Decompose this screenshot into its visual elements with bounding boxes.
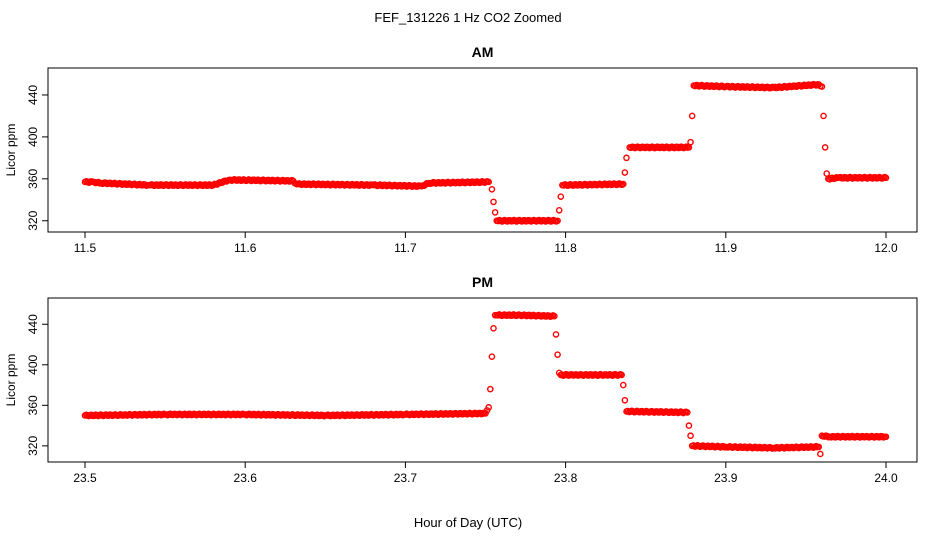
x-tick-label: 11.8: [554, 241, 577, 255]
data-point: [618, 371, 625, 379]
data-point: [554, 217, 561, 225]
data-point: [490, 325, 497, 332]
data-point: [688, 112, 696, 120]
y-tick-label: 320: [26, 210, 40, 230]
pm-panel: PM Licor ppm 23.5 23.6 23.7 23.8 23.9 24.0 320 36…: [4, 274, 918, 485]
figure-title: FEF_131226 1 Hz CO2 Zoomed: [374, 10, 562, 25]
y-tick-label: 360: [26, 395, 40, 415]
x-tick-label: 11.7: [394, 241, 417, 255]
data-series: [81, 80, 890, 225]
y-tick-label: 400: [26, 354, 40, 374]
data-point: [490, 198, 497, 206]
x-tick-label: 23.7: [394, 471, 418, 485]
data-point: [687, 138, 694, 146]
data-point: [619, 180, 627, 188]
panel-title: AM: [472, 44, 494, 60]
data-point: [685, 422, 693, 429]
y-tick-label: 440: [26, 85, 40, 105]
x-tick-label: 23.9: [714, 471, 738, 485]
plot-frame: [47, 67, 918, 233]
data-point: [818, 83, 826, 90]
data-point: [555, 206, 563, 214]
x-tick-label: 23.6: [234, 471, 258, 485]
plot-frame: [47, 297, 918, 463]
data-point: [485, 404, 493, 411]
data-series: [81, 311, 890, 458]
y-tick-label: 400: [26, 127, 40, 147]
data-point: [817, 450, 824, 458]
data-point: [815, 443, 823, 451]
data-point: [488, 186, 496, 193]
data-point: [882, 174, 890, 182]
panel-title: PM: [472, 274, 493, 290]
y-axis-label: Licor ppm: [4, 354, 18, 407]
data-point: [621, 396, 629, 404]
data-point: [491, 209, 499, 216]
y-tick-label: 360: [26, 168, 40, 188]
data-point: [621, 169, 629, 176]
data-point: [619, 381, 627, 389]
data-point: [623, 154, 630, 162]
x-tick-label: 23.5: [73, 471, 97, 485]
x-axis-title: Hour of Day (UTC): [413, 515, 523, 530]
data-point: [820, 112, 827, 120]
x-tick-label: 11.9: [715, 241, 738, 255]
data-point: [551, 312, 558, 320]
x-tick-label: 12.0: [874, 241, 898, 255]
y-tick-label: 320: [26, 436, 40, 456]
data-point: [882, 433, 890, 441]
data-point: [557, 193, 565, 200]
data-point: [821, 144, 829, 151]
data-point: [488, 353, 496, 360]
data-point: [823, 170, 831, 177]
x-tick-label: 23.8: [554, 471, 578, 485]
y-axis-label: Licor ppm: [4, 124, 18, 177]
data-point: [485, 178, 493, 186]
data-point: [684, 409, 691, 416]
data-point: [554, 351, 561, 358]
x-tick-label: 11.6: [234, 241, 257, 255]
am-panel: AM Licor ppm 11.5 11.6 11.7 11.8 11.9 12.0 320 36…: [4, 44, 918, 255]
data-point: [687, 432, 694, 440]
x-tick-label: 24.0: [874, 471, 898, 485]
x-tick-label: 11.5: [74, 241, 97, 255]
y-tick-label: 440: [26, 314, 40, 334]
data-point: [552, 331, 560, 338]
data-point: [487, 385, 494, 393]
